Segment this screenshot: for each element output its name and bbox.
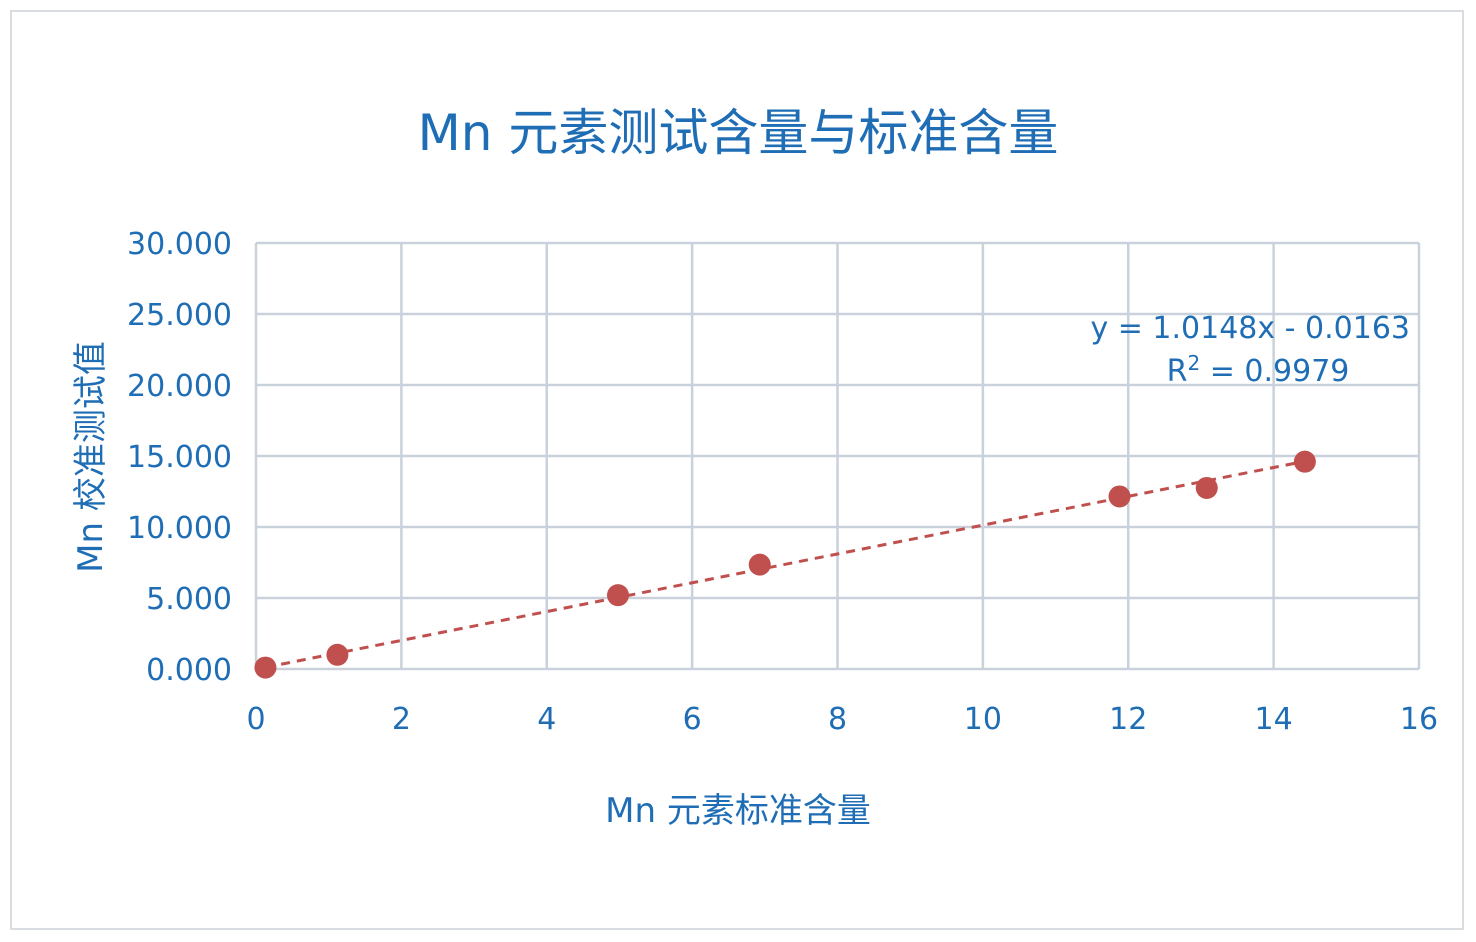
trendline-r-squared: R2 = 0.9979 — [1167, 351, 1350, 389]
trendline-equation: y = 1.0148x - 0.0163 — [1090, 311, 1410, 346]
x-tick-label: 14 — [1255, 702, 1293, 737]
y-axis-title: Mn 校准测试值 — [71, 341, 111, 573]
data-points — [254, 450, 1316, 679]
trendline-layer — [265, 459, 1306, 669]
x-tick-label: 2 — [392, 702, 411, 737]
y-tick-label: 20.000 — [127, 369, 232, 404]
x-axis-title: Mn 元素标准含量 — [605, 791, 871, 831]
y-tick-label: 30.000 — [127, 227, 232, 262]
data-point — [1108, 485, 1131, 508]
data-point — [748, 553, 771, 576]
data-point — [1195, 476, 1218, 499]
x-tick-label: 6 — [683, 702, 702, 737]
chart-frame — [10, 10, 1464, 930]
x-axis-ticks: 0 2 4 6 8 10 12 14 16 — [246, 702, 1438, 737]
r2-superscript: 2 — [1187, 351, 1200, 375]
chart-title: Mn 元素测试含量与标准含量 — [418, 104, 1059, 162]
data-point — [1293, 450, 1316, 473]
y-tick-label: 25.000 — [127, 298, 232, 333]
x-tick-label: 4 — [537, 702, 556, 737]
r2-label: R — [1167, 354, 1188, 389]
x-tick-label: 16 — [1400, 702, 1438, 737]
trendline — [265, 459, 1306, 669]
y-tick-label: 5.000 — [146, 582, 232, 617]
y-tick-label: 10.000 — [127, 511, 232, 546]
x-tick-label: 0 — [246, 702, 265, 737]
grid — [254, 241, 1421, 671]
y-tick-label: 0.000 — [146, 653, 232, 688]
r2-value: = 0.9979 — [1200, 354, 1349, 389]
x-tick-label: 10 — [964, 702, 1002, 737]
data-point — [606, 584, 629, 607]
y-axis-ticks: 0.000 5.000 10.000 15.000 20.000 25.000 30.000 — [127, 227, 232, 688]
y-tick-label: 15.000 — [127, 440, 232, 475]
data-point — [254, 656, 277, 679]
x-tick-label: 8 — [828, 702, 847, 737]
data-point — [326, 643, 349, 666]
x-tick-label: 12 — [1109, 702, 1147, 737]
